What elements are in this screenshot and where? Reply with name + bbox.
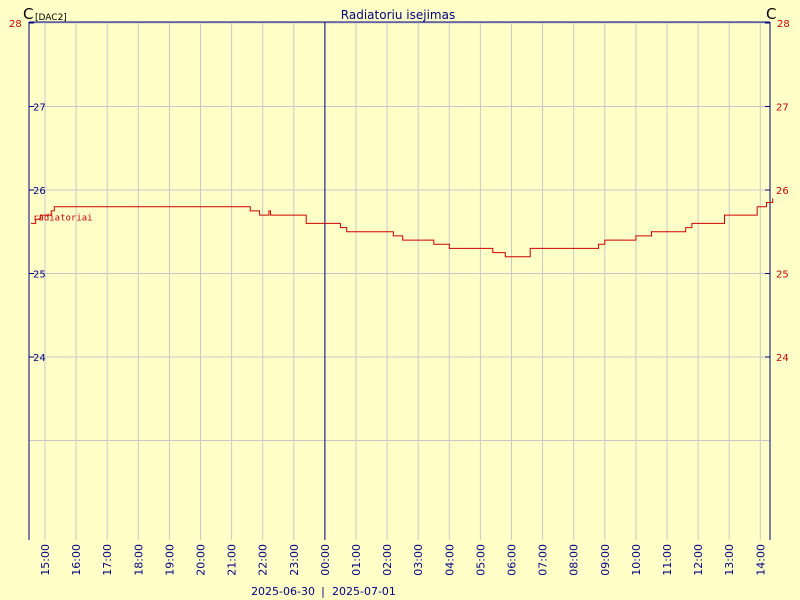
x-tick-label: 11:00 [661,544,674,576]
date-right: 2025-07-01 [332,585,396,598]
x-tick-label: 18:00 [132,544,145,576]
x-tick-label: 23:00 [288,544,301,576]
chart-title: Radiatoriu isejimas [341,8,455,22]
x-tick-label: 05:00 [474,544,487,576]
y-tick-label-right: 25 [776,270,789,281]
y-tick-label-right: 26 [776,186,789,197]
x-tick-label: 09:00 [599,544,612,576]
x-tick-label: 22:00 [257,544,270,576]
x-tick-label: 19:00 [163,544,176,576]
x-tick-label: 12:00 [692,544,705,576]
x-tick-label: 02:00 [381,544,394,576]
x-tick-label: 15:00 [39,544,52,576]
date-left: 2025-06-30 [251,585,315,598]
x-tick-label: 17:00 [101,544,114,576]
x-tick-label: 16:00 [70,544,83,576]
labels: 24 24 25 25 26 26 27 27 28 28 15:00 16:00 17:00 18:00… [9,19,790,576]
y-tick-label-left: 27 [33,103,46,114]
x-tick-label: 06:00 [506,544,519,576]
y-tick-label-left: 28 [9,19,22,30]
left-unit-sub: [DAC2] [35,13,67,23]
y-tick-label-left: 25 [33,270,46,281]
right-unit: C [766,5,776,23]
series-layer [31,198,774,258]
grid [29,22,770,540]
series-label: radiatoriai [33,213,93,223]
x-tick-label: 08:00 [568,544,581,576]
x-tick-label: 00:00 [319,544,332,576]
x-tick-label: 21:00 [226,544,239,576]
y-tick-label-right: 27 [776,103,789,114]
series-line-radiatoriai [31,198,774,258]
x-tick-label: 01:00 [350,544,363,576]
x-tick-label: 20:00 [195,544,208,576]
y-tick-label-left: 24 [33,353,46,364]
x-tick-label: 13:00 [723,544,736,576]
x-tick-label: 07:00 [537,544,550,576]
y-tick-label-left: 26 [33,186,46,197]
axes [28,21,771,540]
x-tick-label: 10:00 [630,544,643,576]
x-tick-label: 03:00 [412,544,425,576]
date-separator: | [321,585,325,598]
y-tick-label-right: 24 [776,353,789,364]
x-tick-label: 14:00 [754,544,767,576]
left-unit: C [23,5,33,23]
x-tick-label: 04:00 [443,544,456,576]
y-tick-label-right: 28 [777,19,790,30]
